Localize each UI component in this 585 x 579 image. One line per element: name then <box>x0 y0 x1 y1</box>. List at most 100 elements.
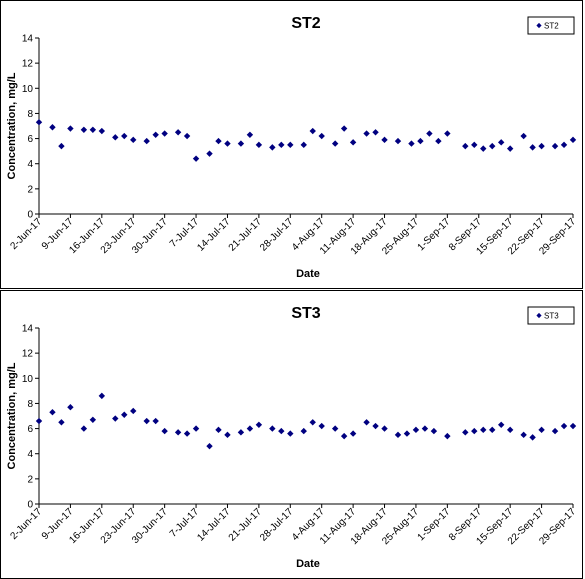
data-point <box>529 144 536 151</box>
data-point <box>174 429 182 436</box>
data-point <box>183 132 191 140</box>
data-point <box>318 132 325 140</box>
data-point <box>35 119 43 126</box>
data-point <box>417 137 424 145</box>
y-tick-label: 14 <box>22 34 34 45</box>
x-axis-title: Date <box>296 558 320 570</box>
data-point <box>560 422 568 430</box>
y-tick-label: 6 <box>27 424 33 435</box>
data-point <box>152 417 159 425</box>
data-point <box>80 425 88 432</box>
x-tick-label: 21-Jul-17 <box>227 506 265 544</box>
data-point <box>58 142 65 150</box>
data-point <box>237 140 245 147</box>
x-tick-label: 2-Jun-17 <box>8 216 44 252</box>
data-point <box>49 409 56 416</box>
legend-marker <box>536 22 542 29</box>
data-point <box>551 142 559 150</box>
data-point <box>143 417 150 425</box>
data-point <box>89 416 97 423</box>
x-tick-label: 14-Jul-17 <box>195 506 233 544</box>
data-point <box>331 425 339 432</box>
data-point <box>430 427 438 435</box>
legend-label: ST2 <box>544 22 559 31</box>
data-point <box>121 411 128 418</box>
data-point <box>471 141 478 149</box>
data-point <box>112 415 119 422</box>
y-tick-label: 8 <box>27 399 33 410</box>
data-point <box>278 141 285 149</box>
data-point <box>372 422 379 430</box>
x-axis-title: Date <box>296 268 320 280</box>
data-point <box>569 422 577 430</box>
legend-label: ST3 <box>544 312 559 321</box>
data-point <box>426 130 433 137</box>
data-point <box>551 427 559 435</box>
data-point <box>538 142 545 150</box>
data-point <box>340 432 348 440</box>
data-point <box>255 141 263 149</box>
data-point <box>255 421 263 428</box>
data-point <box>143 137 150 145</box>
data-point <box>161 130 168 137</box>
data-point <box>560 141 568 149</box>
y-tick-label: 14 <box>22 324 34 335</box>
data-point <box>49 124 56 131</box>
y-tick-label: 4 <box>27 159 33 170</box>
data-point <box>349 139 357 146</box>
data-point <box>224 140 231 147</box>
data-point <box>309 419 316 426</box>
data-point <box>471 427 478 435</box>
data-point <box>444 432 451 440</box>
data-point <box>300 141 307 149</box>
data-point <box>246 131 254 138</box>
data-point <box>520 132 527 140</box>
data-point <box>269 425 276 432</box>
data-point <box>300 427 307 435</box>
data-point <box>121 132 128 140</box>
x-tick-label: 1-Sep-17 <box>416 216 453 253</box>
data-point <box>174 129 182 136</box>
data-point <box>349 430 357 437</box>
data-point <box>215 137 222 145</box>
data-point <box>237 429 245 436</box>
x-tick-label: 28-Jul-17 <box>258 216 296 254</box>
data-point <box>381 136 388 144</box>
data-point <box>112 134 119 141</box>
x-tick-label: 1-Sep-17 <box>416 506 453 543</box>
data-point <box>529 434 536 441</box>
data-point <box>394 431 402 439</box>
data-point <box>287 141 294 149</box>
data-point <box>363 130 370 137</box>
y-tick-label: 2 <box>27 184 33 195</box>
data-point <box>206 150 213 157</box>
data-point <box>435 137 442 145</box>
y-tick-label: 12 <box>22 59 34 70</box>
x-tick-label: 14-Jul-17 <box>195 216 233 254</box>
y-tick-label: 8 <box>27 109 33 120</box>
data-point <box>309 127 316 135</box>
y-tick-label: 0 <box>27 210 33 221</box>
data-point <box>67 125 74 132</box>
data-point <box>506 426 514 434</box>
data-point <box>98 127 106 135</box>
data-point <box>462 429 469 436</box>
x-tick-label: 21-Jul-17 <box>227 216 265 254</box>
data-point <box>538 426 545 434</box>
y-tick-label: 12 <box>22 349 34 360</box>
data-point <box>161 427 168 435</box>
data-point <box>130 136 137 144</box>
data-point <box>489 142 496 150</box>
data-point <box>67 404 74 411</box>
data-point <box>152 131 159 138</box>
data-point <box>498 139 505 146</box>
data-point <box>192 425 200 432</box>
data-point <box>569 136 577 144</box>
data-point <box>278 427 285 435</box>
data-point <box>489 426 496 434</box>
y-tick-label: 10 <box>22 84 34 95</box>
chart-panel-st2: ST2 0 2 4 6 8 10 12 14 2-Jun-17 9-Jun-17 16-Jun-17 2… <box>0 0 583 289</box>
data-point <box>215 426 222 434</box>
data-point <box>340 125 348 132</box>
y-axis-title: Concentration, mg/L <box>6 72 18 179</box>
